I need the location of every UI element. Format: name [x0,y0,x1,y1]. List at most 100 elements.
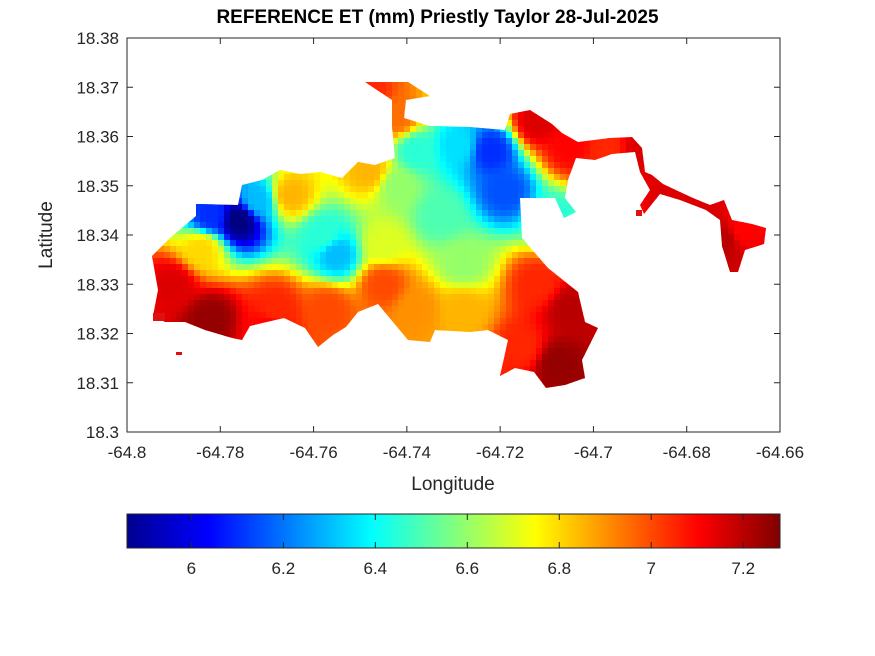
heat-cell [194,222,201,229]
heat-cell [542,144,549,151]
heat-cell [362,204,369,211]
heat-cell [374,210,381,217]
heat-cell [344,264,351,271]
heat-cell [404,294,411,301]
heat-cell [242,330,249,337]
heat-cell [494,186,501,193]
heat-cell [368,174,375,181]
heat-cell [584,330,591,337]
heat-cell [164,306,171,313]
heat-cell [416,156,423,163]
heat-cell [512,186,519,193]
heat-cell [422,168,429,175]
heat-cell [260,186,267,193]
heat-cell [440,162,447,169]
heat-cell [542,180,549,187]
heat-cell [380,288,387,295]
heat-cell [236,228,243,235]
heat-cell [380,174,387,181]
heat-cell [320,180,327,187]
heat-cell [524,294,531,301]
heat-cell [368,162,375,169]
heat-cell [500,282,507,289]
heat-cell [272,234,279,241]
heat-cell [536,186,543,193]
heat-cell [374,198,381,205]
heat-cell [524,186,531,193]
heat-cell [410,168,417,175]
heat-cell [380,204,387,211]
heat-cell [440,288,447,295]
heat-cell [410,294,417,301]
heat-cell [410,216,417,223]
heat-cell [566,300,573,307]
heat-cell [284,282,291,289]
heat-cell [254,252,261,259]
heat-cell [434,180,441,187]
heat-cell [182,246,189,253]
heat-cell [362,168,369,175]
heat-cell [476,258,483,265]
heat-cell [512,120,519,127]
heat-cell [446,318,453,325]
heat-cell [248,234,255,241]
heat-cell [350,186,357,193]
heat-cell [524,282,531,289]
heat-cell [302,282,309,289]
heat-cell [422,186,429,193]
heat-cell [242,240,249,247]
heat-cell [452,216,459,223]
heat-cell [242,222,249,229]
heat-cell [584,144,591,151]
heat-cell [344,288,351,295]
heat-cell [488,174,495,181]
heat-cell [284,276,291,283]
heat-cell [410,180,417,187]
heat-cell [464,240,471,247]
heat-cell [518,120,525,127]
heat-cell [470,144,477,151]
heat-cell [554,150,561,157]
heat-cell [230,246,237,253]
heat-cell [266,264,273,271]
heat-cell [452,132,459,139]
heat-cell [200,312,207,319]
heat-cell [416,276,423,283]
heat-cell [404,252,411,259]
heat-cell [482,306,489,313]
heat-cell [500,270,507,277]
heat-cell [224,258,231,265]
heat-cell [482,198,489,205]
heat-cell [386,258,393,265]
heat-cell [464,270,471,277]
heat-cell [458,180,465,187]
heat-cell [536,180,543,187]
heat-cell [284,240,291,247]
heat-cell [458,174,465,181]
heat-cell [266,216,273,223]
heat-cell [230,270,237,277]
heat-cell [206,216,213,223]
heat-cell [638,156,645,163]
heat-cell [494,174,501,181]
heat-cell [434,252,441,259]
heat-cell [224,324,231,331]
heat-cell [458,162,465,169]
heat-cell [410,336,417,343]
heat-cell [554,276,561,283]
heat-cell [464,312,471,319]
heat-cell [266,222,273,229]
heat-cell [374,252,381,259]
heat-cell [386,162,393,169]
heat-cell [272,270,279,277]
heat-cell [440,156,447,163]
heat-cell [200,288,207,295]
heat-cell [518,228,525,235]
heat-cell [494,312,501,319]
heat-cell [464,156,471,163]
heat-cell [368,180,375,187]
heat-cell [230,312,237,319]
heat-cell [434,318,441,325]
heat-cell [518,138,525,145]
heat-cell [452,324,459,331]
